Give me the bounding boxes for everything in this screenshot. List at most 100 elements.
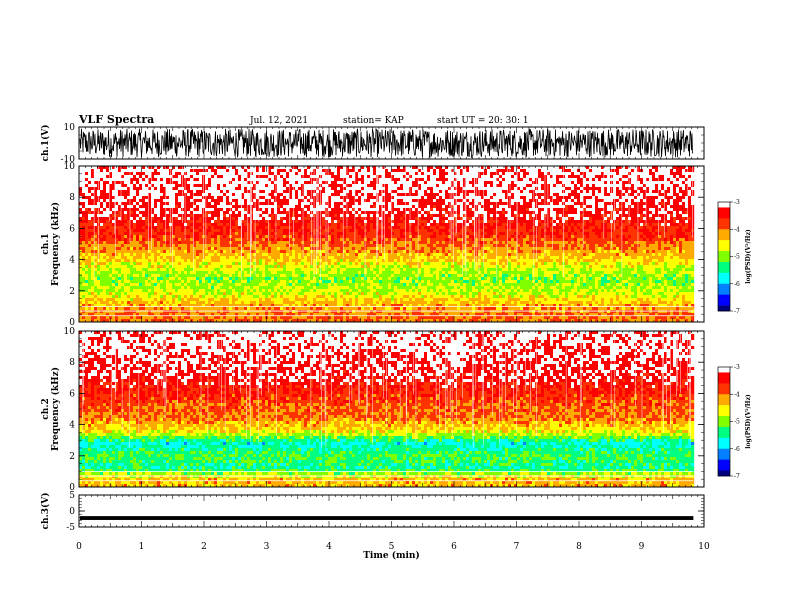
spectrogram-cell — [544, 211, 548, 215]
spectrogram-cell — [475, 190, 479, 194]
spectrogram-cell — [625, 208, 629, 212]
spectrogram-cell — [496, 205, 500, 209]
spectrogram-cell — [385, 226, 389, 230]
spectrogram-cell — [634, 181, 638, 185]
spectrogram-cell — [298, 220, 302, 224]
spectrogram-cell — [445, 226, 449, 230]
spectrogram-cell — [211, 217, 215, 221]
spectrogram-cell — [421, 187, 425, 191]
spectrogram-cell — [265, 214, 269, 218]
spectrogram-cell — [481, 169, 485, 173]
spectrogram-cell — [157, 181, 161, 185]
spectrogram-cell — [160, 217, 164, 221]
spectrogram-cell — [124, 190, 128, 194]
spectrogram-cell — [283, 220, 287, 224]
spectrogram-cell — [460, 223, 464, 227]
spectrogram-cell — [175, 199, 179, 203]
spectrogram-cell — [205, 169, 209, 173]
spectrogram-cell — [490, 214, 494, 218]
spectrogram-cell — [232, 226, 236, 230]
spectrogram-cell — [274, 202, 278, 206]
spectrogram-cell — [415, 211, 419, 215]
spectrogram-cell — [91, 175, 95, 179]
spectrogram-cell — [418, 190, 422, 194]
spectrogram-cell — [550, 232, 554, 236]
spectrogram-cell — [472, 208, 476, 212]
spectrogram-cell — [655, 172, 659, 176]
spectrogram-cell — [136, 175, 140, 179]
spectrogram-cell — [289, 220, 293, 224]
spectrogram-cell — [685, 187, 689, 191]
spectrogram-cell — [121, 172, 125, 176]
spectrogram-cell — [445, 211, 449, 215]
spectrogram-cell — [145, 229, 149, 233]
spectrogram-cell — [484, 169, 488, 173]
spectrogram-cell — [187, 229, 191, 233]
spectrogram-cell — [469, 169, 473, 173]
spectrogram-cell — [682, 196, 686, 200]
spectrogram-cell — [520, 220, 524, 224]
spectrogram-cell — [427, 199, 431, 203]
spectrogram-cell — [196, 229, 200, 233]
spectrogram-cell — [430, 205, 434, 209]
spectrogram-cell — [265, 211, 269, 215]
spectrogram-cell — [346, 172, 350, 176]
spectrogram-cell — [211, 181, 215, 185]
spectrogram-cell — [115, 235, 119, 239]
spectrogram-cell — [307, 229, 311, 233]
spectrogram-cell — [403, 214, 407, 218]
spectrogram-cell — [478, 208, 482, 212]
spectrogram-cell — [262, 226, 266, 230]
spectrogram-cell — [583, 208, 587, 212]
spectrogram-cell — [589, 175, 593, 179]
spectrogram-cell — [241, 196, 245, 200]
spectrogram-cell — [553, 214, 557, 218]
spectrogram-cell — [196, 169, 200, 173]
spectrogram-cell — [196, 178, 200, 182]
spectrogram-cell — [424, 208, 428, 212]
spectrogram-cell — [616, 217, 620, 221]
spectrogram-cell — [88, 190, 92, 194]
spectrogram-cell — [619, 211, 623, 215]
spectrogram-cell — [607, 226, 611, 230]
spectrogram-cell — [148, 199, 152, 203]
spectrogram-cell — [496, 226, 500, 230]
spectrogram-cell — [322, 223, 326, 227]
spectrogram-cell — [100, 166, 104, 170]
spectrogram-cell — [232, 214, 236, 218]
spectrogram-cell — [679, 166, 683, 170]
spectrogram-cell — [433, 211, 437, 215]
spectrogram-cell — [130, 199, 134, 203]
spectrogram-cell — [271, 211, 275, 215]
spectrogram-cell — [436, 199, 440, 203]
spectrogram-cell — [658, 190, 662, 194]
spectrogram-cell — [94, 169, 98, 173]
spectrogram-cell — [139, 187, 143, 191]
spectrogram-cell — [454, 208, 458, 212]
spectrogram-cell — [184, 172, 188, 176]
spectrogram-cell — [286, 190, 290, 194]
spectrogram-cell — [433, 220, 437, 224]
spectrogram-cell — [439, 166, 443, 170]
spectrogram-cell — [487, 220, 491, 224]
spectrogram-cell — [631, 181, 635, 185]
spectrogram-cell — [604, 178, 608, 182]
spectrogram-cell — [364, 205, 368, 209]
spectrogram-cell — [688, 184, 692, 188]
spectrogram-cell — [220, 178, 224, 182]
spectrogram-cell — [217, 199, 221, 203]
spectrogram-cell — [169, 217, 173, 221]
spectrogram-cell — [613, 229, 617, 233]
spectrogram-cell — [391, 193, 395, 197]
spectrogram-cell — [304, 172, 308, 176]
spectrogram-cell — [688, 190, 692, 194]
spectrogram-cell — [148, 202, 152, 206]
spectrogram-cell — [565, 196, 569, 200]
spectrogram-cell — [538, 223, 542, 227]
spectrogram-cell — [685, 169, 689, 173]
spectrogram-cell — [295, 211, 299, 215]
spectrogram-cell — [181, 235, 185, 239]
spectrogram-cell — [190, 229, 194, 233]
spectrogram-cell — [439, 217, 443, 221]
spectrogram-cell — [418, 178, 422, 182]
